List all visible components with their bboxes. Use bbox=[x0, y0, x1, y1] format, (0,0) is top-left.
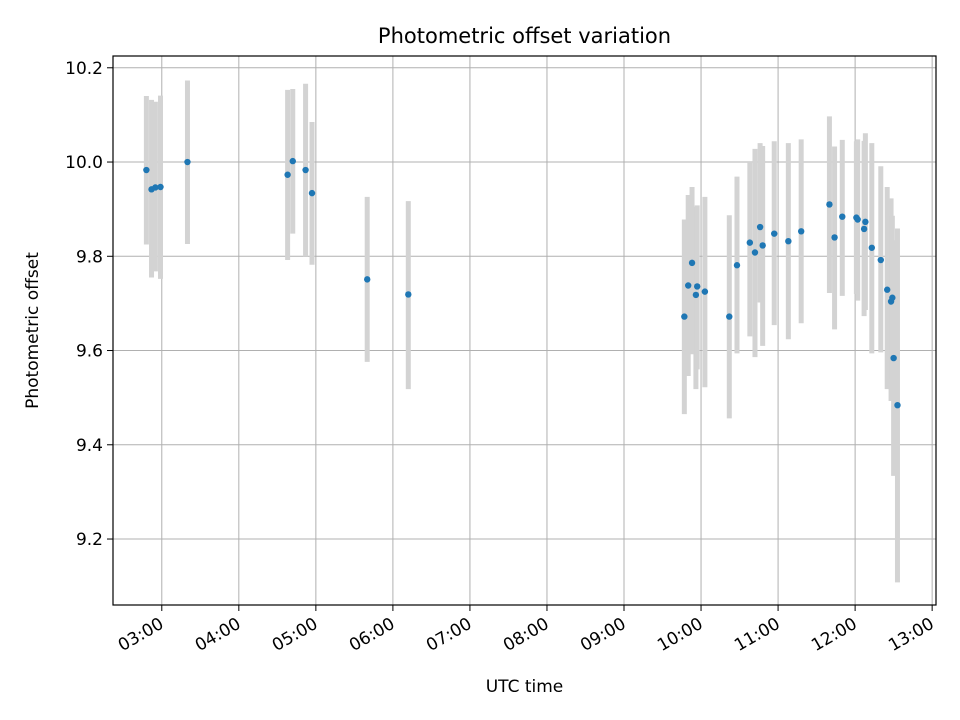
data-point bbox=[152, 184, 159, 191]
data-point bbox=[889, 294, 896, 301]
data-point bbox=[839, 213, 846, 220]
data-point bbox=[862, 218, 869, 226]
data-point bbox=[894, 401, 901, 409]
y-tick-label: 9.4 bbox=[76, 436, 103, 456]
y-tick-label: 9.8 bbox=[76, 247, 103, 267]
data-point bbox=[868, 244, 876, 251]
data-point bbox=[143, 166, 150, 174]
data-point bbox=[854, 216, 861, 223]
data-point bbox=[284, 171, 291, 178]
data-point bbox=[751, 249, 759, 256]
data-point bbox=[726, 313, 733, 320]
data-point bbox=[756, 223, 764, 231]
data-point bbox=[826, 201, 833, 208]
data-point bbox=[157, 183, 164, 191]
data-point bbox=[733, 262, 741, 269]
data-point bbox=[797, 228, 805, 235]
y-tick-label: 10.2 bbox=[65, 59, 103, 79]
data-point bbox=[877, 256, 884, 264]
data-point bbox=[785, 237, 792, 245]
data-point bbox=[692, 291, 700, 299]
data-point bbox=[685, 282, 692, 289]
data-point bbox=[289, 157, 296, 165]
data-point bbox=[688, 259, 696, 267]
data-point bbox=[302, 166, 309, 174]
grid-layer bbox=[113, 56, 936, 605]
y-tick-label: 10.0 bbox=[65, 153, 103, 173]
data-point bbox=[884, 286, 891, 293]
data-point bbox=[746, 239, 754, 246]
data-point bbox=[759, 242, 766, 249]
data-point bbox=[308, 189, 316, 197]
data-point bbox=[890, 354, 897, 362]
data-point bbox=[831, 234, 838, 241]
y-tick-label: 9.6 bbox=[76, 342, 103, 362]
data-point bbox=[771, 230, 778, 237]
y-axis: 9.2 9.4 9.6 9.8 10.0 10.2 bbox=[65, 59, 113, 550]
data-point bbox=[681, 313, 688, 320]
plot-frame bbox=[112, 55, 937, 606]
data-point bbox=[701, 288, 709, 295]
y-axis-label: Photometric offset bbox=[23, 252, 43, 409]
x-axis-label: UTC time bbox=[486, 677, 564, 697]
data-point bbox=[405, 291, 412, 298]
y-tick-label: 9.2 bbox=[76, 530, 103, 550]
chart-title: Photometric offset variation bbox=[378, 24, 671, 48]
data-point bbox=[693, 283, 701, 290]
marker-layer bbox=[143, 157, 901, 409]
data-point bbox=[364, 276, 371, 283]
data-point bbox=[860, 225, 868, 233]
data-point bbox=[184, 158, 191, 166]
